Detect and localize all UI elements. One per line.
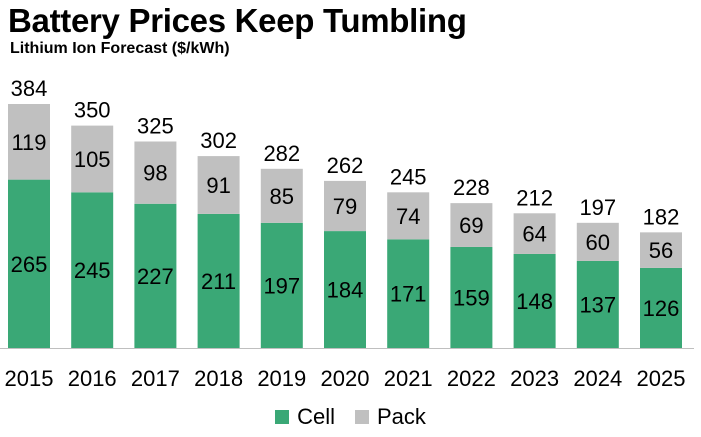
label-pack-2021: 74 (396, 204, 420, 229)
legend-label-cell: Cell (297, 404, 335, 429)
label-total-2020: 262 (327, 153, 364, 178)
label-total-2022: 228 (453, 175, 490, 200)
bar-pack-2025 (640, 232, 682, 268)
label-cell-2015: 265 (11, 252, 48, 277)
label-pack-2016: 105 (74, 147, 111, 172)
label-total-2017: 325 (137, 113, 174, 138)
bar-pack-2024 (576, 222, 619, 261)
x-tick-2019: 2019 (257, 366, 306, 391)
label-total-2021: 245 (390, 164, 427, 189)
label-cell-2016: 245 (74, 258, 111, 283)
label-cell-2023: 148 (516, 289, 553, 314)
label-total-2025: 182 (643, 204, 680, 229)
bar-cell-2025 (640, 267, 682, 348)
label-cell-2021: 171 (390, 282, 427, 307)
label-cell-2018: 211 (201, 269, 236, 294)
label-cell-2019: 197 (263, 273, 300, 298)
bar-pack-2017 (134, 141, 177, 204)
label-cell-2025: 126 (643, 296, 680, 321)
label-pack-2023: 64 (522, 222, 546, 247)
x-tick-2021: 2021 (384, 366, 433, 391)
label-cell-2020: 184 (327, 278, 364, 303)
bar-pack-2020 (324, 180, 366, 232)
bar-pack-2023 (513, 213, 556, 254)
label-total-2019: 282 (263, 141, 300, 166)
legend-label-pack: Pack (376, 404, 426, 429)
bar-pack-2018 (197, 156, 240, 214)
label-cell-2022: 159 (453, 285, 490, 310)
bar-pack-2022 (450, 203, 493, 247)
label-total-2018: 302 (200, 128, 237, 153)
bar-cell-2023 (513, 253, 556, 348)
x-tick-2016: 2016 (68, 366, 117, 391)
x-tick-2018: 2018 (194, 366, 243, 391)
label-pack-2024: 60 (586, 230, 610, 255)
chart-title: Battery Prices Keep Tumbling (8, 2, 467, 39)
x-tick-2015: 2015 (5, 366, 54, 391)
chart-legend: Cell Pack (0, 404, 701, 430)
label-pack-2018: 91 (206, 173, 230, 198)
legend-swatch-cell (275, 410, 290, 424)
label-pack-2022: 69 (459, 213, 483, 238)
x-tick-2020: 2020 (321, 366, 370, 391)
bar-cell-2015 (8, 179, 50, 348)
legend-swatch-pack (354, 410, 369, 424)
x-tick-2017: 2017 (131, 366, 180, 391)
label-total-2023: 212 (516, 185, 553, 210)
x-tick-2023: 2023 (510, 366, 559, 391)
bar-pack-2016 (71, 125, 114, 193)
x-tick-2022: 2022 (447, 366, 496, 391)
bar-pack-2015 (8, 104, 50, 180)
label-pack-2015: 119 (11, 130, 46, 155)
label-pack-2025: 56 (649, 238, 673, 263)
label-pack-2017: 98 (143, 161, 167, 186)
legend-item-pack: Pack (354, 404, 426, 430)
bar-cell-2021 (387, 239, 430, 348)
bar-pack-2021 (387, 192, 430, 240)
bar-cell-2022 (450, 246, 493, 348)
legend-item-cell: Cell (275, 404, 335, 430)
label-pack-2019: 85 (270, 184, 294, 209)
label-total-2015: 384 (11, 76, 48, 101)
bar-cell-2016 (71, 192, 114, 348)
chart-subtitle: Lithium Ion Forecast ($/kWh) (10, 40, 230, 57)
label-pack-2020: 79 (333, 194, 357, 219)
x-tick-2024: 2024 (573, 366, 622, 391)
bar-cell-2017 (134, 203, 177, 348)
label-cell-2017: 227 (137, 264, 174, 289)
bar-cell-2018 (197, 213, 240, 348)
bar-cell-2024 (576, 260, 619, 348)
bar-cell-2019 (260, 222, 303, 348)
bar-pack-2019 (260, 168, 303, 223)
x-tick-2025: 2025 (637, 366, 686, 391)
label-cell-2024: 137 (579, 292, 616, 317)
bar-cell-2020 (324, 231, 366, 348)
label-total-2024: 197 (579, 195, 616, 220)
label-total-2016: 350 (74, 98, 111, 123)
